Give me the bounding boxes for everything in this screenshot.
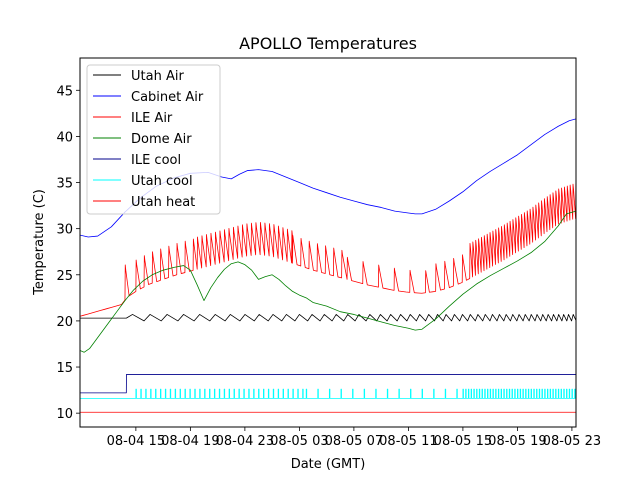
legend: Utah Air Cabinet Air ILE Air Dome Air ILE co…: [86, 64, 221, 215]
y-tick-label: 30: [56, 223, 73, 238]
y-tick-label: 20: [56, 315, 73, 330]
x-tick-label: 08-05 19: [488, 434, 546, 449]
x-tick-label: 08-05 07: [325, 434, 383, 449]
series-line-utah-cool: [80, 388, 576, 399]
y-tick-label: 40: [56, 130, 73, 145]
y-axis: 10 15 20 25 30 35 40 45: [56, 84, 80, 422]
legend-label: ILE Air: [131, 111, 173, 126]
y-tick-label: 25: [56, 269, 73, 284]
y-tick-label: 35: [56, 177, 73, 192]
plot-frame: [79, 57, 577, 428]
legend-label: Utah Air: [131, 69, 184, 84]
legend-label: ILE cool: [131, 153, 181, 168]
legend-label: Dome Air: [131, 132, 192, 147]
x-tick-label: 08-05 11: [379, 434, 437, 449]
legend-label: Utah heat: [131, 195, 195, 210]
y-tick-label: 15: [56, 361, 73, 376]
x-tick-label: 08-04 15: [107, 434, 165, 449]
x-axis-label: Date (GMT): [291, 457, 366, 472]
legend-label: Utah cool: [131, 174, 193, 189]
series-line-dome-air: [80, 210, 576, 353]
x-tick-label: 08-04 19: [161, 434, 219, 449]
series-line-ile-cool: [80, 374, 576, 394]
series-line-ile-air: [80, 183, 576, 317]
y-tick-label: 10: [56, 407, 73, 422]
series-line-utah-air: [80, 314, 576, 322]
legend-box: [86, 64, 221, 215]
x-tick-label: 08-04 23: [216, 434, 274, 449]
chart-title: APOLLO Temperatures: [239, 34, 417, 53]
x-tick-label: 08-05 03: [270, 434, 328, 449]
x-tick-label: 08-05 23: [543, 434, 601, 449]
legend-label: Cabinet Air: [131, 90, 204, 105]
x-tick-label: 08-05 15: [434, 434, 492, 449]
y-tick-label: 45: [56, 84, 73, 99]
y-axis-label: Temperature (C): [32, 189, 47, 296]
